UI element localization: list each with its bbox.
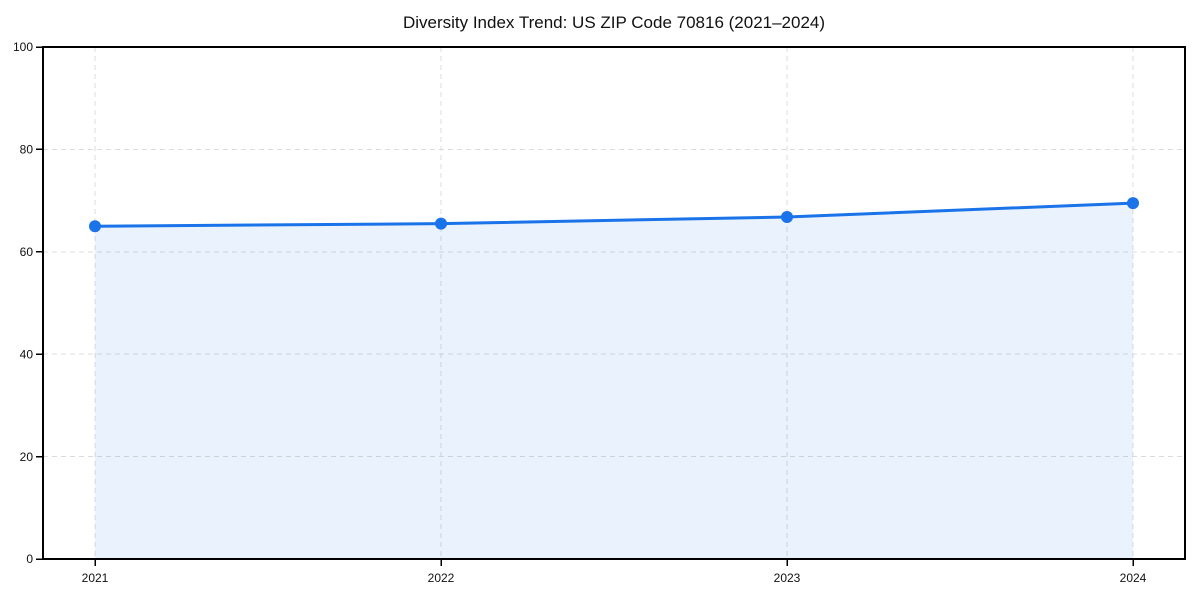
plot-area: 0 20 40 60 80 100 2021 2022 2023 2024	[13, 40, 1186, 585]
data-point-marker	[1127, 197, 1139, 210]
x-tick-label: 2024	[1120, 571, 1147, 585]
y-tick-label: 100	[13, 40, 33, 54]
y-tick-label: 80	[20, 143, 34, 157]
plot-border	[42, 46, 1186, 560]
data-point-marker	[435, 217, 447, 230]
data-point-marker	[781, 210, 793, 223]
x-tick-label: 2021	[82, 571, 109, 585]
x-tick-label: 2022	[428, 571, 455, 585]
y-tick-label: 60	[20, 245, 34, 259]
area-fill	[95, 203, 1133, 559]
y-tick-label: 0	[26, 552, 33, 566]
x-tick-label: 2023	[774, 571, 801, 585]
chart-title: Diversity Index Trend: US ZIP Code 70816…	[403, 13, 825, 32]
trend-line	[93, 201, 1135, 228]
y-tick-label: 40	[20, 347, 34, 361]
data-point-marker	[89, 220, 101, 233]
y-tick-label: 20	[20, 450, 34, 464]
